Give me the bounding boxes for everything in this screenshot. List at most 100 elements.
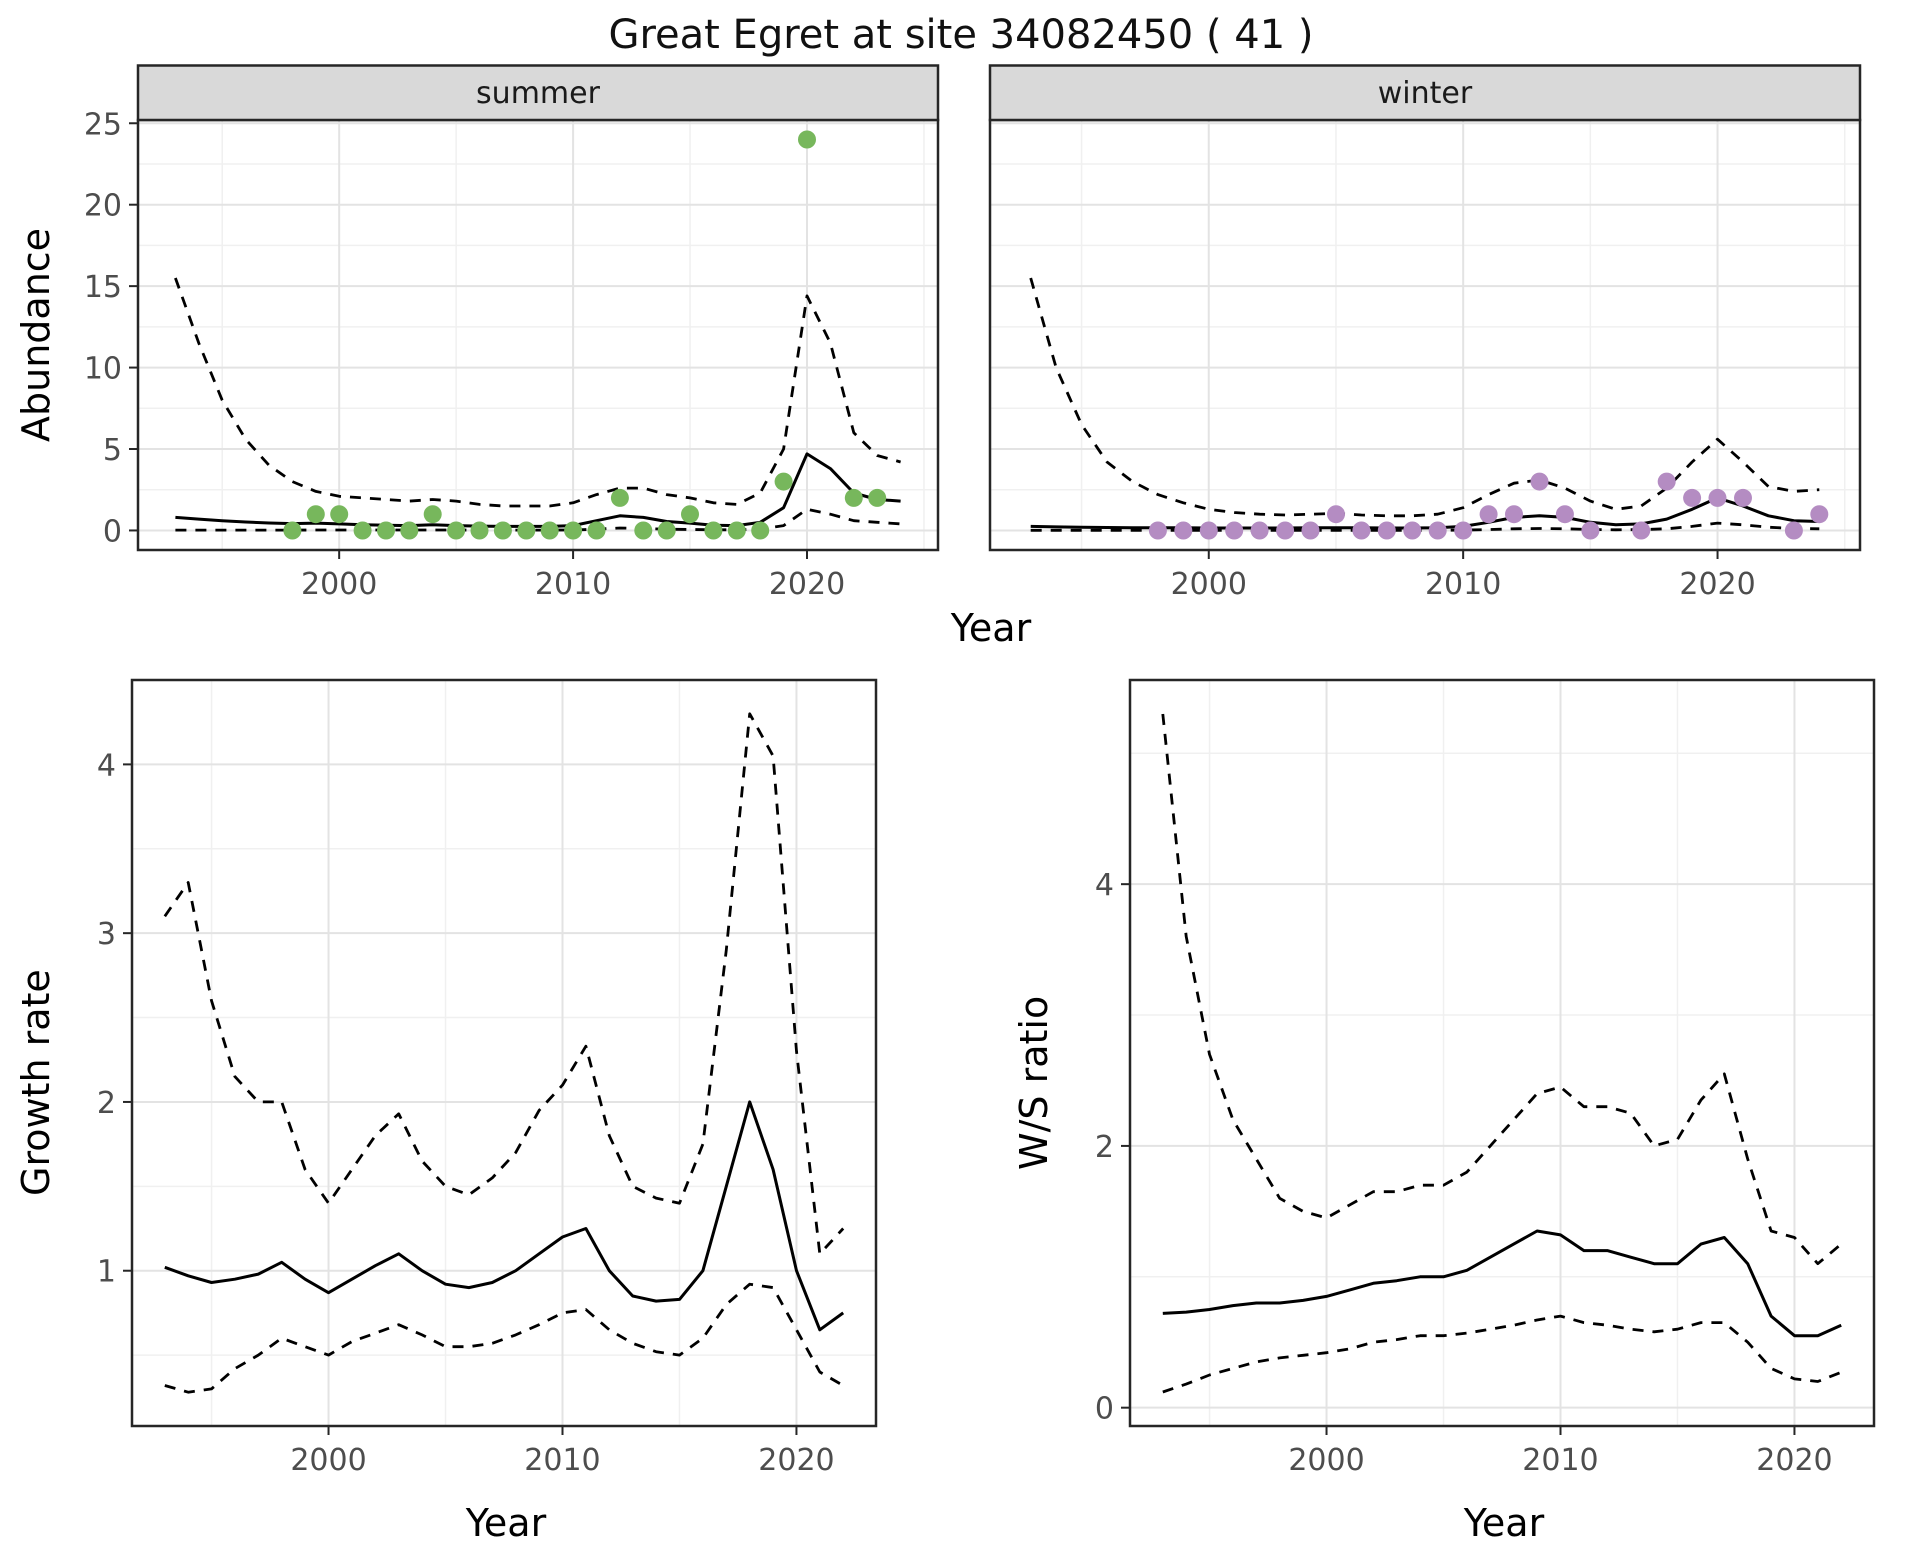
panel-background bbox=[132, 680, 876, 1426]
data-point bbox=[1530, 472, 1549, 491]
panel-border bbox=[130, 678, 878, 1428]
data-point bbox=[470, 521, 489, 540]
x-tick-label: 2020 bbox=[1679, 567, 1755, 602]
data-point bbox=[400, 521, 419, 540]
abundance-row: Abundance summer 2000 2010 2020 0 5 10 15 20 25 w… bbox=[12, 64, 1910, 606]
y-tick-label: 0 bbox=[103, 514, 122, 549]
facet-strip-label: winter bbox=[1378, 76, 1473, 111]
rates-row: Growth rate 2000 2010 2020 1 2 3 4 Year W/S ra… bbox=[12, 668, 1910, 1548]
data-point bbox=[657, 521, 676, 540]
series-lower-ci bbox=[1162, 1314, 1842, 1394]
data-point bbox=[1683, 488, 1702, 507]
data-point bbox=[1148, 521, 1167, 540]
data-point bbox=[353, 521, 372, 540]
data-point bbox=[704, 521, 723, 540]
data-point bbox=[1199, 521, 1218, 540]
y-tick-label: 5 bbox=[103, 433, 122, 468]
series-median bbox=[1162, 1229, 1842, 1338]
abundance-summer-chart: summer 2000 2010 2020 0 5 10 15 20 25 bbox=[84, 64, 940, 602]
data-point bbox=[564, 521, 583, 540]
y-tick-label: 25 bbox=[84, 107, 122, 142]
y-tick-label: 1 bbox=[97, 1255, 116, 1290]
data-point bbox=[423, 505, 442, 524]
series-upper-ci bbox=[174, 277, 901, 508]
y-tick-label: 20 bbox=[84, 189, 122, 224]
data-point bbox=[1632, 521, 1651, 540]
data-point bbox=[681, 505, 699, 524]
year-axis-label-ws: Year bbox=[1463, 1501, 1545, 1545]
y-tick-label: 4 bbox=[97, 748, 116, 783]
growth-rate-axis-label: Growth rate bbox=[14, 969, 58, 1197]
year-axis-label-growth: Year bbox=[465, 1501, 547, 1545]
data-point bbox=[1505, 505, 1523, 524]
abundance-winter-chart: winter 2000 2010 2020 bbox=[988, 64, 1862, 602]
data-point bbox=[1250, 521, 1269, 540]
year-axis-label-top: Year bbox=[950, 606, 1032, 650]
data-point bbox=[330, 505, 349, 524]
data-point bbox=[283, 521, 302, 540]
data-point bbox=[1708, 488, 1727, 507]
data-point bbox=[774, 472, 793, 491]
panel-background bbox=[1130, 680, 1874, 1426]
panel-border bbox=[1128, 678, 1876, 1428]
figure-title: Great Egret at site 34082450 ( 41 ) bbox=[608, 12, 1314, 58]
series-upper-ci bbox=[163, 712, 845, 1256]
data-point bbox=[493, 521, 512, 540]
data-point bbox=[1327, 505, 1345, 524]
panel-background bbox=[138, 120, 938, 550]
y-tick-label: 4 bbox=[1095, 868, 1114, 903]
ws-ratio-chart: 2000 2010 2020 0 2 4 bbox=[1095, 678, 1876, 1478]
panel-background bbox=[990, 120, 1860, 550]
x-tick-label: 2010 bbox=[524, 1443, 600, 1478]
data-point bbox=[517, 521, 536, 540]
data-point bbox=[1479, 505, 1498, 524]
data-point bbox=[1225, 521, 1244, 540]
y-tick-label: 2 bbox=[97, 1086, 116, 1121]
data-point bbox=[844, 488, 863, 507]
y-tick-label: 0 bbox=[1095, 1392, 1114, 1427]
data-point bbox=[798, 130, 816, 149]
data-point bbox=[634, 521, 653, 540]
x-tick-label: 2020 bbox=[758, 1443, 834, 1478]
data-point bbox=[1810, 505, 1829, 524]
data-point bbox=[751, 521, 770, 540]
data-point bbox=[1276, 521, 1295, 540]
y-tick-label: 10 bbox=[84, 352, 122, 387]
x-tick-label: 2000 bbox=[290, 1443, 366, 1478]
data-point bbox=[1377, 521, 1396, 540]
data-point bbox=[447, 521, 466, 540]
y-tick-label: 15 bbox=[84, 270, 122, 305]
x-tick-label: 2010 bbox=[1425, 567, 1501, 602]
series-lower-ci bbox=[164, 1282, 844, 1394]
data-point bbox=[868, 488, 887, 507]
facet-strip bbox=[988, 64, 1862, 122]
data-point bbox=[1403, 521, 1422, 540]
x-tick-label: 2010 bbox=[535, 567, 611, 602]
data-point bbox=[1454, 521, 1473, 540]
data-point bbox=[540, 521, 559, 540]
x-tick-label: 2010 bbox=[1522, 1443, 1598, 1478]
x-tick-label: 2020 bbox=[1756, 1443, 1832, 1478]
data-point bbox=[610, 488, 629, 507]
facet-strip bbox=[136, 64, 940, 122]
x-tick-label: 2000 bbox=[1171, 567, 1247, 602]
ws-ratio-axis-label: W/S ratio bbox=[1012, 995, 1056, 1171]
facet-strip-label: summer bbox=[476, 76, 601, 111]
x-tick-label: 2000 bbox=[1288, 1443, 1364, 1478]
data-point bbox=[1555, 505, 1574, 524]
data-point bbox=[306, 505, 325, 524]
growth-rate-chart: 2000 2010 2020 1 2 3 4 bbox=[97, 678, 878, 1478]
y-tick-label: 3 bbox=[97, 917, 116, 952]
data-point bbox=[1428, 521, 1447, 540]
x-tick-label: 2020 bbox=[769, 567, 845, 602]
x-tick-label: 2000 bbox=[301, 567, 377, 602]
y-tick-label: 2 bbox=[1095, 1130, 1114, 1165]
series-upper-ci bbox=[1161, 713, 1843, 1266]
growth-rate-panel: Growth rate 2000 2010 2020 1 2 3 4 Year bbox=[12, 668, 890, 1548]
data-point bbox=[587, 521, 606, 540]
data-point bbox=[1352, 521, 1371, 540]
ws-ratio-panel: W/S ratio 2000 2010 2020 0 2 4 Year bbox=[1010, 668, 1888, 1548]
data-point bbox=[1734, 488, 1752, 507]
series-upper-ci bbox=[1029, 277, 1820, 518]
